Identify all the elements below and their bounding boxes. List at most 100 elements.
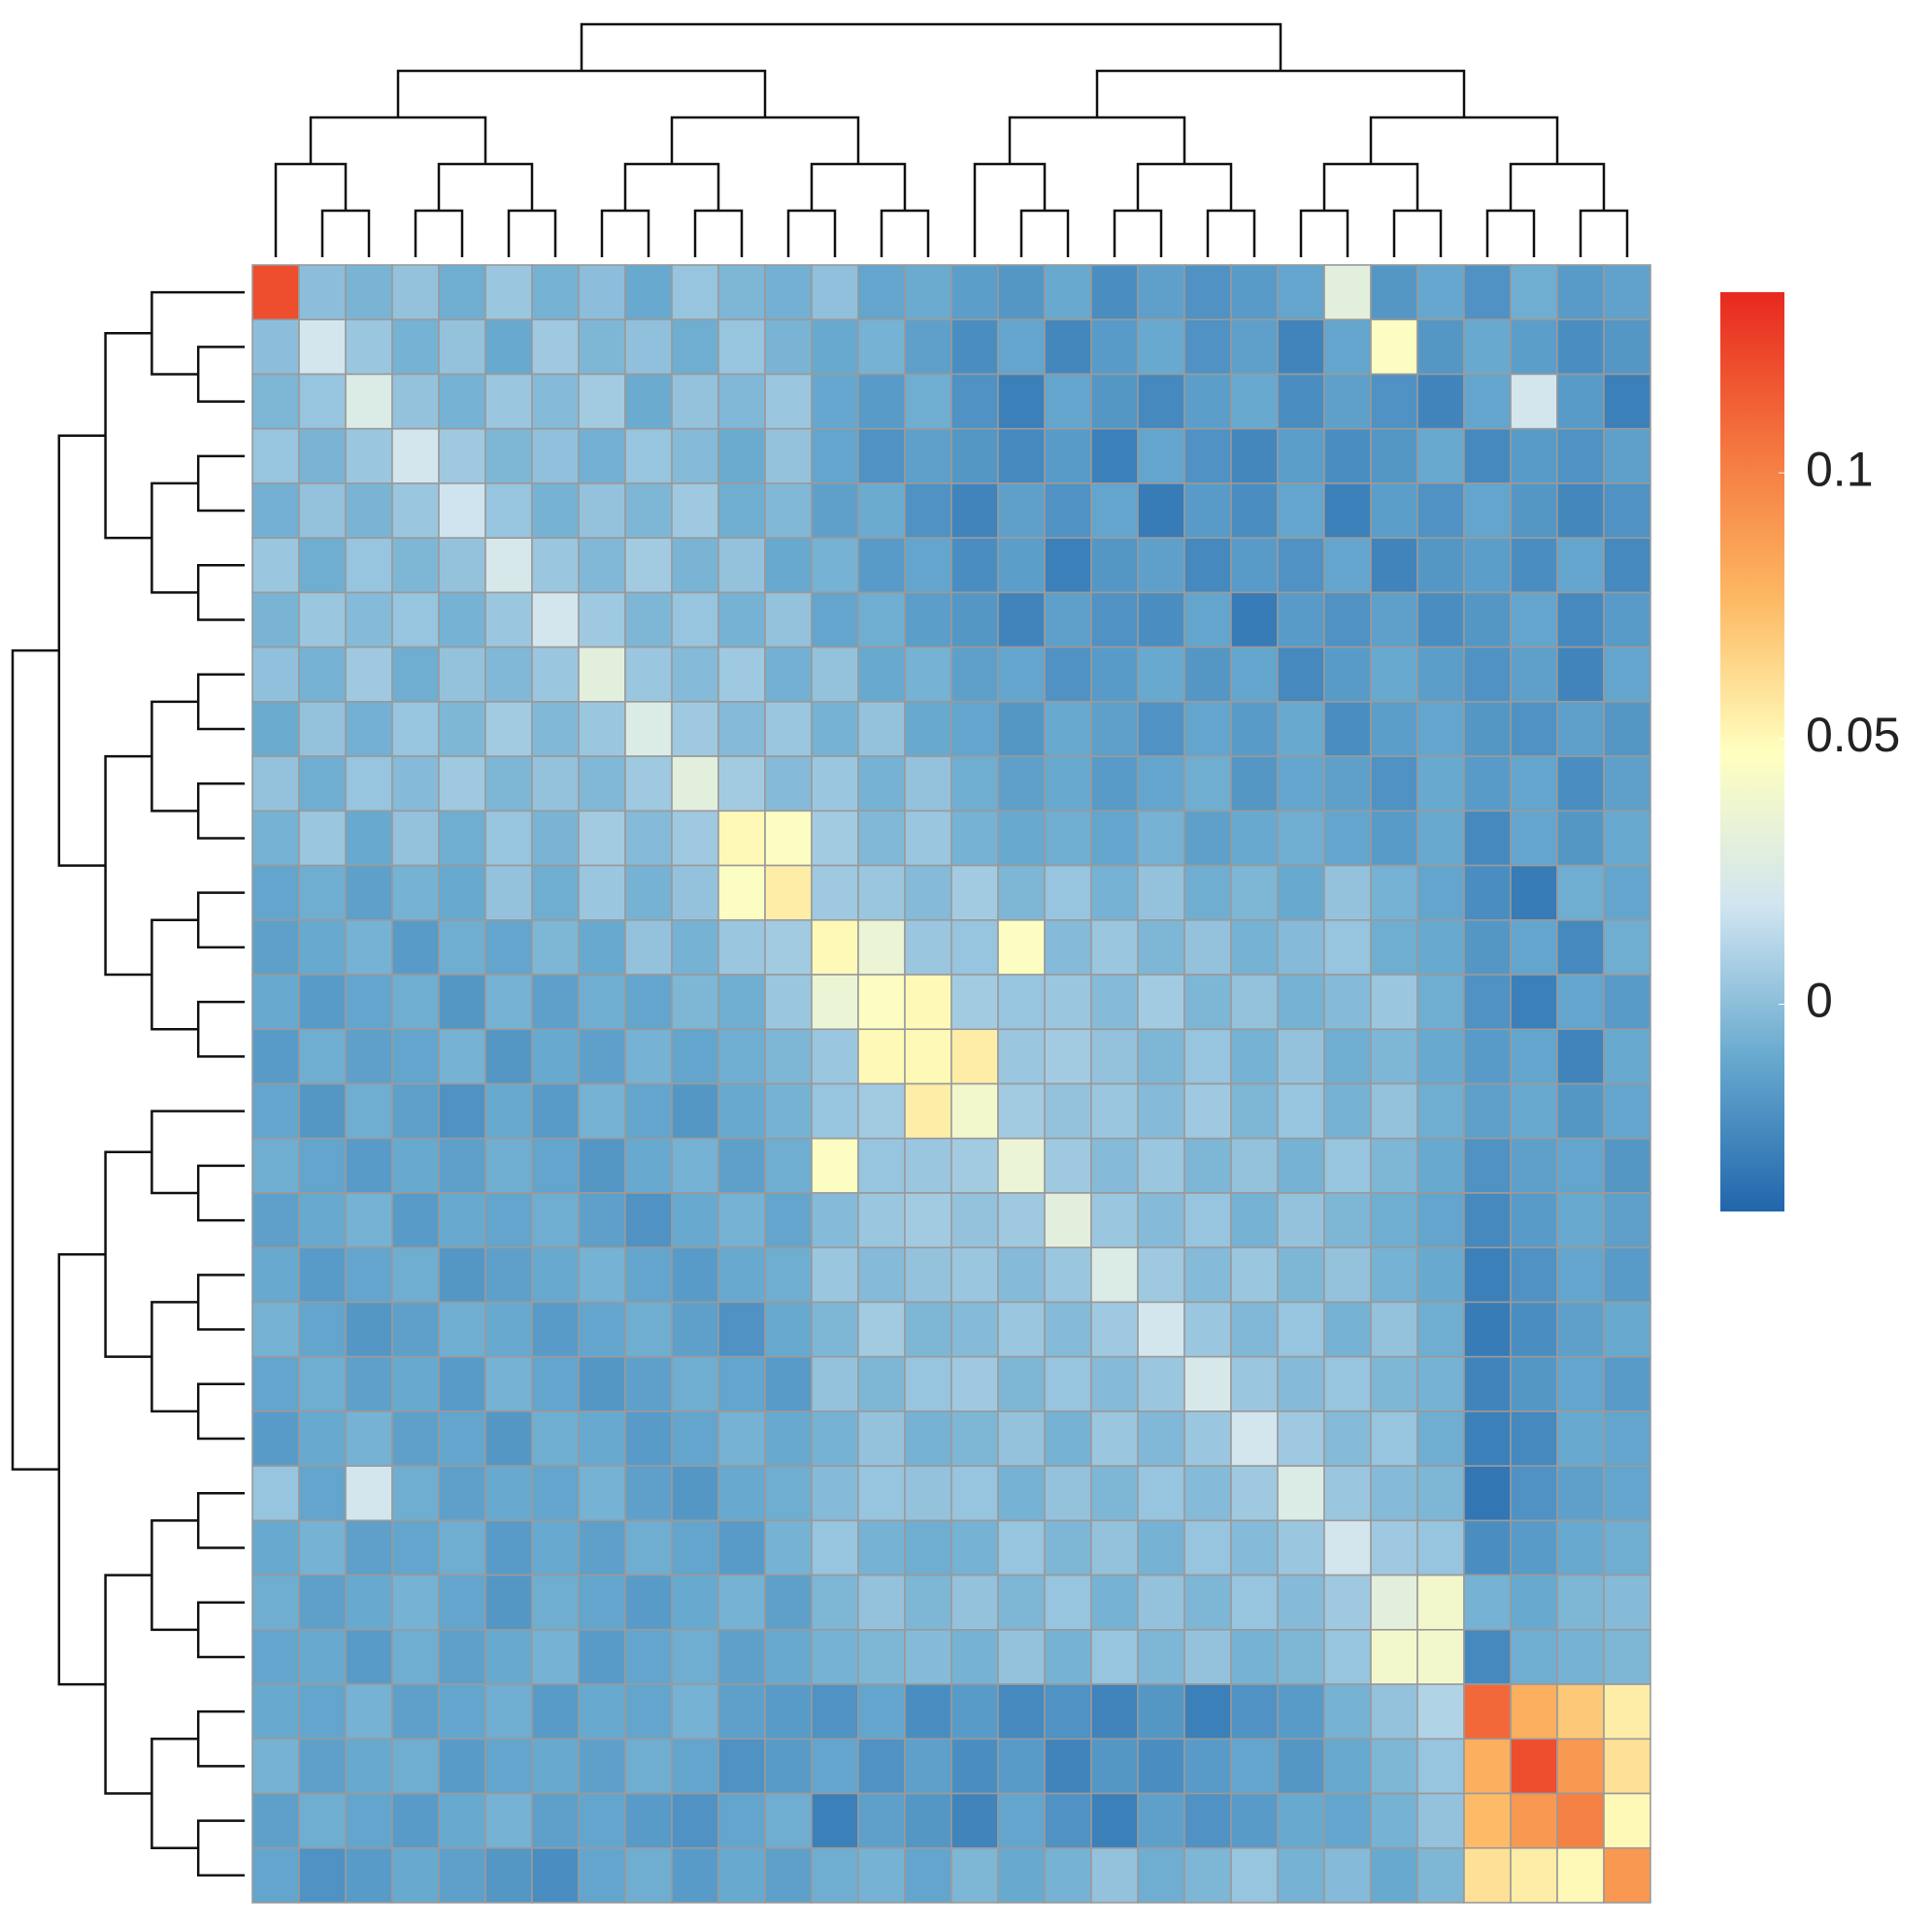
heatmap-cell [1323, 264, 1372, 321]
heatmap-cell [251, 1192, 300, 1249]
heatmap-cell [1183, 1792, 1232, 1849]
heatmap-cell [1277, 864, 1325, 921]
heatmap-cell [1137, 373, 1185, 430]
heatmap-cell [904, 1629, 952, 1685]
heatmap-cell [1137, 1355, 1185, 1412]
heatmap-cell [671, 537, 719, 594]
heatmap-cell [624, 1683, 673, 1741]
heatmap-cell [1510, 1082, 1558, 1140]
heatmap-cell [298, 1028, 347, 1085]
heatmap-cell [1370, 1082, 1418, 1140]
heatmap-cell [624, 1410, 673, 1467]
heatmap-cell [717, 864, 766, 921]
heatmap-cell [1556, 646, 1605, 703]
heatmap-cell [717, 1519, 766, 1576]
heatmap-cell [251, 537, 300, 594]
heatmap-cell [438, 264, 486, 321]
heatmap-cell [484, 1410, 533, 1467]
heatmap-cell [531, 1082, 580, 1140]
heatmap-cell [345, 264, 393, 321]
heatmap-cell [811, 1465, 859, 1522]
heatmap-cell [624, 264, 673, 321]
heatmap-cell [1370, 864, 1418, 921]
dendrogram [880, 209, 930, 257]
heatmap-cell [1510, 1519, 1558, 1576]
dendrogram [150, 700, 199, 813]
heatmap-cell [671, 1792, 719, 1849]
heatmap-cell [578, 864, 626, 921]
heatmap-cell [717, 427, 766, 484]
heatmap-cell [1370, 755, 1418, 813]
heatmap-cell [298, 701, 347, 757]
heatmap-cell [345, 1519, 393, 1576]
heatmap-cell [1277, 918, 1325, 976]
heatmap-cell [531, 1355, 580, 1412]
heatmap-cell [950, 537, 999, 594]
heatmap-cell [811, 373, 859, 430]
heatmap-cell [1603, 1683, 1651, 1741]
heatmap-cell [1137, 755, 1185, 813]
heatmap-cell [1323, 537, 1372, 594]
heatmap-cell [391, 482, 440, 539]
heatmap-cell [1370, 1355, 1418, 1412]
heatmap-cell [345, 591, 393, 648]
heatmap-cell [391, 1683, 440, 1741]
heatmap-cell [1090, 1082, 1139, 1140]
heatmap-cell [671, 1137, 719, 1194]
heatmap-cell [1463, 1846, 1512, 1904]
heatmap-cell [997, 1082, 1046, 1140]
heatmap-cell [624, 864, 673, 921]
heatmap-cell [1044, 1192, 1092, 1249]
heatmap-cell [531, 264, 580, 321]
heatmap-cell [997, 918, 1046, 976]
heatmap-cell [997, 701, 1046, 757]
heatmap-cell [997, 537, 1046, 594]
heatmap-cell [1510, 646, 1558, 703]
heatmap-cell [1416, 755, 1465, 813]
heatmap-cell [1416, 537, 1465, 594]
heatmap-cell [438, 591, 486, 648]
dendrogram [196, 1274, 245, 1331]
heatmap-cell [1044, 427, 1092, 484]
heatmap-cell [298, 1355, 347, 1412]
heatmap-cell [1463, 1574, 1512, 1631]
heatmap-cell [531, 482, 580, 539]
heatmap-cell [1370, 1574, 1418, 1631]
heatmap-cell [1090, 482, 1139, 539]
heatmap-cell [1044, 755, 1092, 813]
heatmap-cell [391, 1846, 440, 1904]
heatmap-cell [997, 1683, 1046, 1741]
heatmap-cell [438, 482, 486, 539]
heatmap-cell [857, 591, 906, 648]
heatmap-cell [1463, 646, 1512, 703]
heatmap-cell [624, 1792, 673, 1849]
heatmap-cell [717, 755, 766, 813]
heatmap-cell [1416, 1028, 1465, 1085]
heatmap-cell [1044, 1792, 1092, 1849]
dendrogram [196, 564, 245, 621]
heatmap-cell [811, 1246, 859, 1304]
heatmap-cell [251, 1410, 300, 1467]
heatmap-cell [1556, 1355, 1605, 1412]
heatmap-cell [1463, 1410, 1512, 1467]
heatmap-cell [717, 1738, 766, 1795]
heatmap-cell [997, 318, 1046, 376]
heatmap-cell [1463, 318, 1512, 376]
heatmap-cell [811, 427, 859, 484]
heatmap-cell [1183, 1465, 1232, 1522]
heatmap-cell [438, 1246, 486, 1304]
heatmap-cell [391, 427, 440, 484]
heatmap-cell [717, 701, 766, 757]
heatmap-cell [391, 974, 440, 1031]
heatmap-cell [997, 755, 1046, 813]
heatmap-cell [298, 373, 347, 430]
heatmap-cell [1416, 810, 1465, 867]
heatmap-cell [1090, 1028, 1139, 1085]
heatmap-cell [717, 1137, 766, 1194]
heatmap-cell [438, 373, 486, 430]
heatmap-cell [345, 974, 393, 1031]
heatmap-cell [624, 1355, 673, 1412]
heatmap-cell [1090, 974, 1139, 1031]
heatmap-cell [484, 1192, 533, 1249]
heatmap-cell [764, 1629, 813, 1685]
